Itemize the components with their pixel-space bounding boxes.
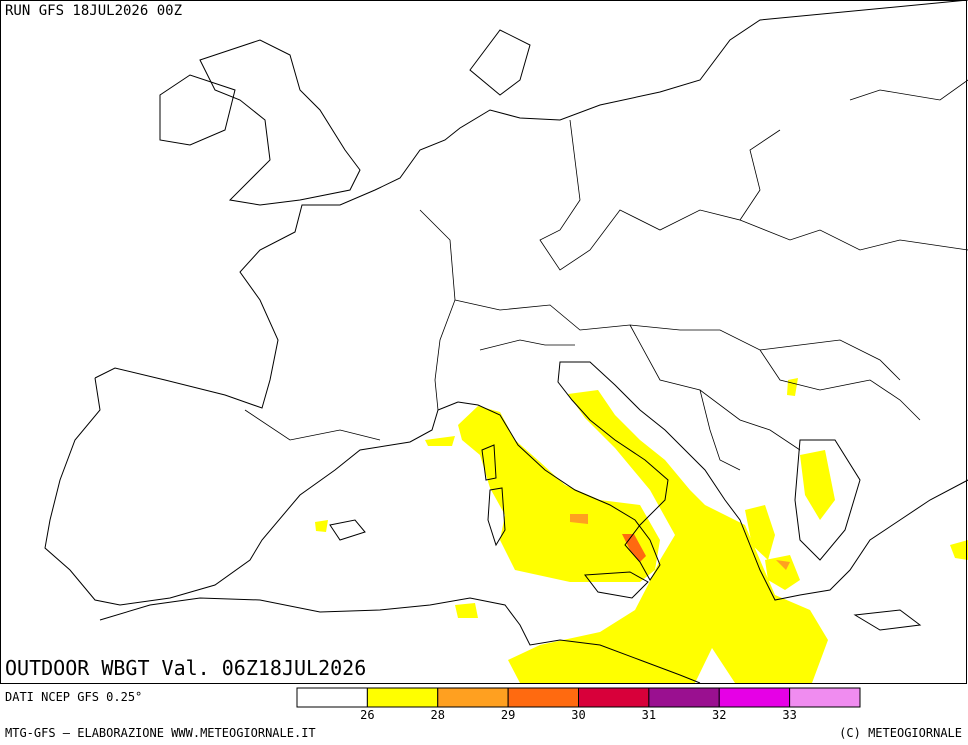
colorbar: 26 28 29 30 31 32 33 (296, 687, 861, 722)
coastline (487, 487, 506, 547)
map-title: OUTDOOR WBGT Val. 06Z18JUL2026 (5, 656, 366, 680)
colorbar-label: 26 (360, 708, 374, 722)
country-border (739, 219, 968, 251)
coastline (99, 597, 701, 684)
colorbar-box (789, 687, 861, 708)
run-label: RUN GFS 18JUL2026 00Z (5, 3, 182, 19)
colorbar-label: 30 (571, 708, 585, 722)
borders (244, 79, 968, 471)
colorbar-box (296, 687, 368, 708)
coastline (469, 29, 531, 96)
country-border (479, 339, 575, 351)
country-border (419, 209, 456, 411)
country-border (539, 119, 781, 271)
wbgt-area (765, 555, 800, 590)
colorbar-label: 33 (782, 708, 796, 722)
country-border (454, 299, 901, 381)
coastline (94, 0, 968, 409)
coastlines (44, 0, 968, 684)
colorbar-box (578, 687, 650, 708)
colorbar-label: 31 (642, 708, 656, 722)
wbgt-area (508, 390, 828, 683)
colorbar-label: 28 (431, 708, 445, 722)
wbgt-area (458, 406, 660, 582)
wbgt-area (455, 603, 478, 618)
coastline (199, 39, 361, 206)
country-border (759, 349, 921, 421)
colorbar-label: 32 (712, 708, 726, 722)
wbgt-field (315, 378, 968, 683)
colorbar-box (507, 687, 579, 708)
wbgt-spot (776, 560, 790, 570)
wbgt-spot (570, 514, 588, 524)
colorbar-box (366, 687, 439, 708)
wbgt-area (425, 436, 455, 446)
country-border (244, 409, 381, 441)
colorbar-box (437, 687, 509, 708)
wbgt-area (745, 505, 775, 560)
country-border (699, 389, 741, 471)
coastline (481, 444, 497, 481)
colorbar-box (648, 687, 720, 708)
colorbar-label: 29 (501, 708, 515, 722)
country-border (629, 324, 801, 451)
coastline (457, 361, 968, 601)
coastline (44, 377, 459, 606)
wbgt-area (800, 450, 835, 520)
data-source: DATI NCEP GFS 0.25° (5, 690, 142, 704)
country-border (849, 79, 968, 101)
wbgt-area (950, 540, 968, 560)
colorbar-box (718, 687, 791, 708)
wbgt-area (315, 520, 328, 532)
coastline (794, 439, 861, 561)
footer-left: MTG-GFS — ELABORAZIONE WWW.METEOGIORNALE… (5, 726, 316, 740)
coastline (584, 571, 649, 599)
map-frame (0, 0, 967, 684)
footer-right: (C) METEOGIORNALE (839, 726, 962, 740)
coastline (853, 609, 922, 631)
coastline (329, 519, 366, 541)
coastline (159, 74, 236, 146)
